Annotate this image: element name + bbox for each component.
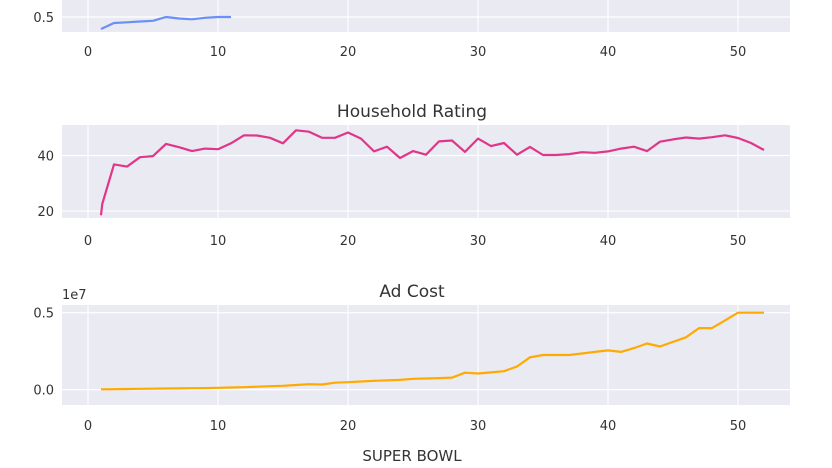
ad-cost-series-line xyxy=(100,311,764,391)
household-rating-x-tick-label: 20 xyxy=(340,234,357,249)
household-rating-x-tick-label: 30 xyxy=(470,234,487,249)
panel-1-x-tick-label: 10 xyxy=(210,45,227,60)
household-rating-x-tick-label: 50 xyxy=(730,234,747,249)
y-offset-label: 1e7 xyxy=(62,288,87,303)
ad-cost-x-tick-label: 40 xyxy=(600,419,617,434)
household-rating-y-tick-label: 20 xyxy=(37,205,54,220)
panel-1-x-tick-label: 30 xyxy=(470,45,487,60)
ad-cost-x-tick-label: 0 xyxy=(84,419,92,434)
panel-1-y-tick-label: 0.5 xyxy=(33,11,54,26)
household-rating-panel: 0 10 20 30 40 50 20 40 Household Rating xyxy=(37,102,790,249)
panel-1-x-tick-label: 50 xyxy=(730,45,747,60)
ad-cost-x-tick-label: 20 xyxy=(340,419,357,434)
ad-cost-x-tick-label: 50 xyxy=(730,419,747,434)
household-rating-series-line xyxy=(99,129,765,216)
ad-cost-y-tick-label: 0.0 xyxy=(33,384,54,399)
household-rating-x-tick-label: 40 xyxy=(600,234,617,249)
household-rating-x-tick-label: 0 xyxy=(84,234,92,249)
panel-1-plot-area xyxy=(62,0,790,32)
panel-1-series-line xyxy=(100,15,231,30)
x-axis-label: SUPER BOWL xyxy=(362,447,462,465)
ad-cost-x-tick-label: 30 xyxy=(470,419,487,434)
panel-1-x-tick-label: 40 xyxy=(600,45,617,60)
household-rating-y-tick-label: 40 xyxy=(37,150,54,165)
household-rating-x-tick-label: 10 xyxy=(210,234,227,249)
ad-cost-y-tick-label: 0.5 xyxy=(33,307,54,322)
ad-cost-x-tick-label: 10 xyxy=(210,419,227,434)
panel-1-x-tick-label: 20 xyxy=(340,45,357,60)
ad-cost-panel: 0 10 20 30 40 50 0.0 0.5 Ad Cost 1e7 SUPER BOWL xyxy=(33,282,790,465)
panel-1-panel: 0 10 20 30 40 50 0.5 xyxy=(33,0,790,60)
panel-1-x-tick-label: 0 xyxy=(84,45,92,60)
chart-title: Ad Cost xyxy=(379,282,445,302)
chart-title: Household Rating xyxy=(337,102,487,122)
